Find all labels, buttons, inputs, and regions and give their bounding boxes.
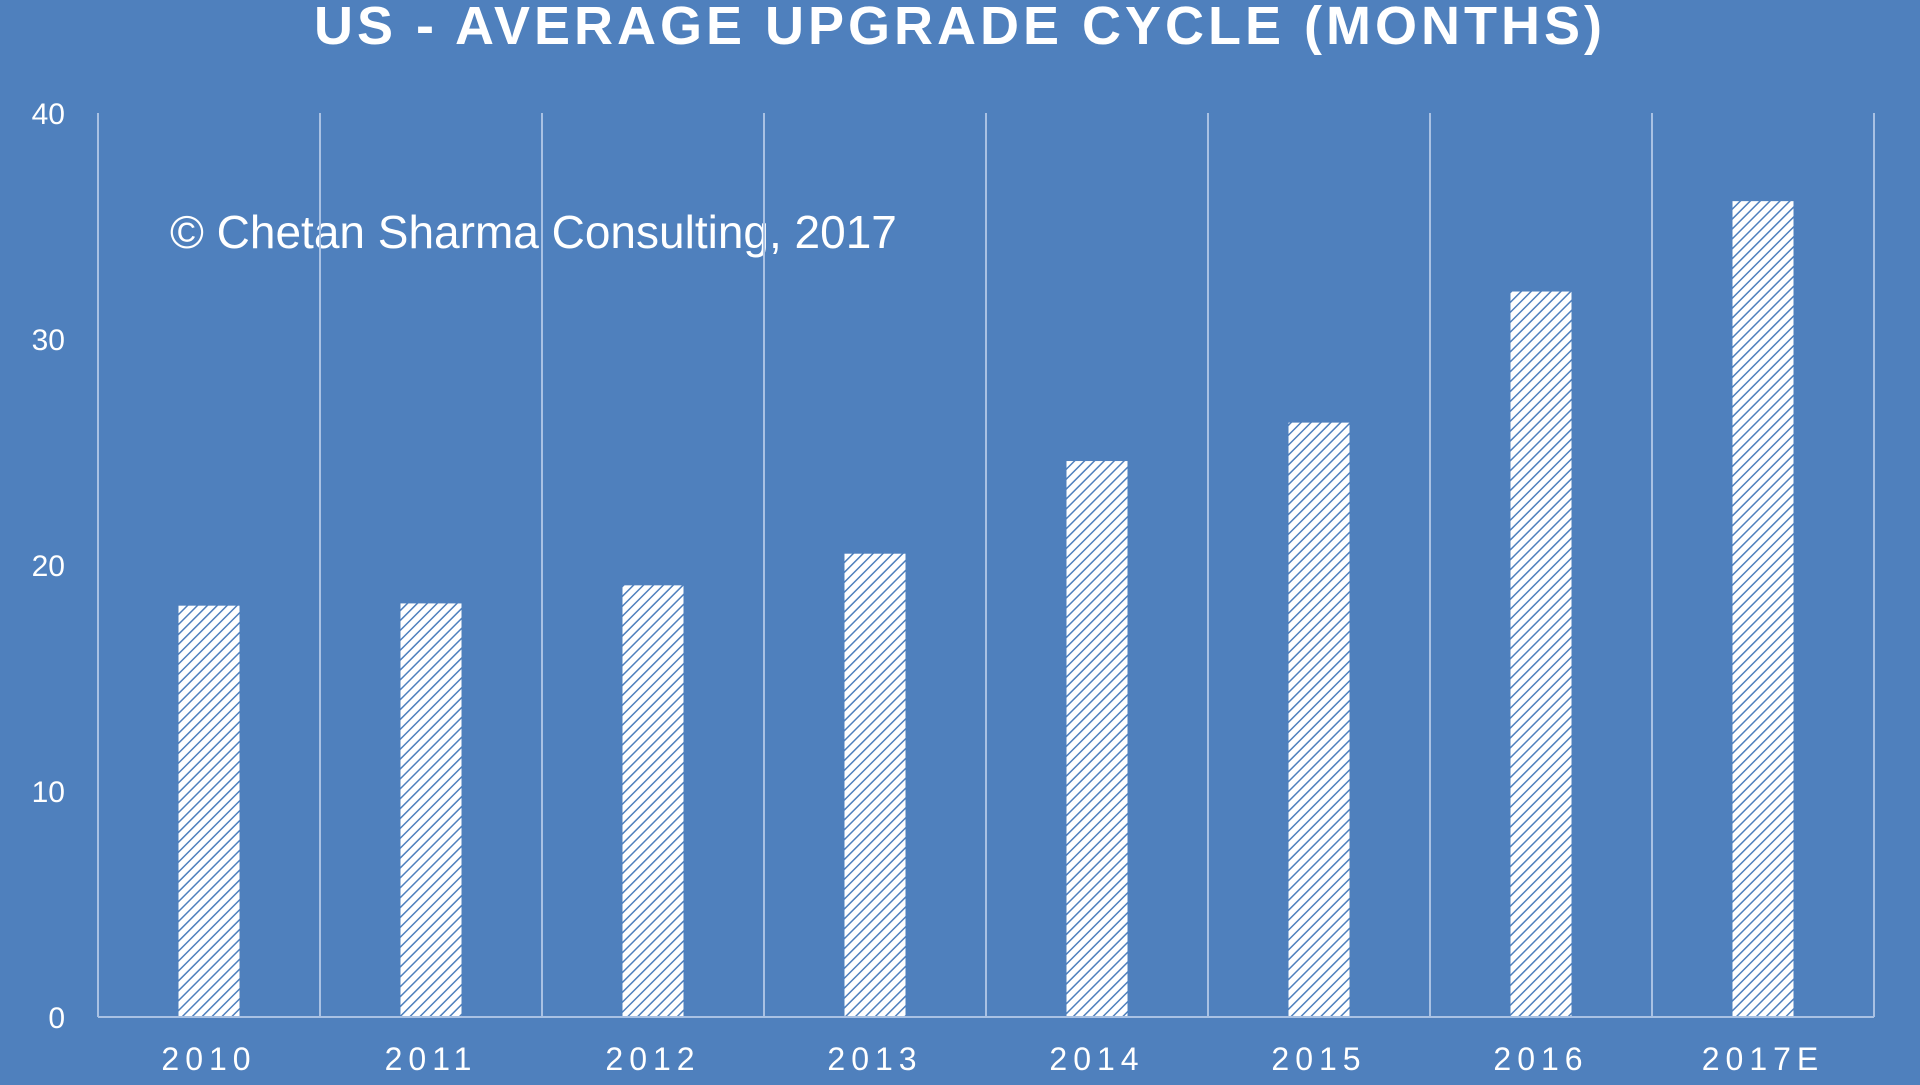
bar-2017E xyxy=(1732,201,1794,1017)
bar-2011 xyxy=(400,603,462,1017)
y-tick-label: 10 xyxy=(32,776,65,809)
x-tick-label: 2012 xyxy=(605,1041,700,1077)
y-tick-label: 30 xyxy=(32,324,65,357)
bar-2015 xyxy=(1288,422,1350,1017)
x-tick-label: 2010 xyxy=(161,1041,256,1077)
y-tick-label: 20 xyxy=(32,550,65,583)
bar-2013 xyxy=(844,553,906,1017)
x-tick-label: 2016 xyxy=(1493,1041,1588,1077)
bar-layer xyxy=(178,201,1794,1017)
y-tick-label: 0 xyxy=(48,1002,65,1035)
chart-title: US - AVERAGE UPGRADE CYCLE (MONTHS) xyxy=(314,0,1606,56)
copyright-annotation: © Chetan Sharma Consulting, 2017 xyxy=(170,206,897,258)
grid-layer xyxy=(97,113,1875,1017)
x-tick-label: 2011 xyxy=(385,1041,478,1077)
axis-layer: 0 10 20 30 40 2010 2011 2012 2013 2014 2015 2016 201… xyxy=(32,98,1874,1077)
bar-2012 xyxy=(622,585,684,1017)
x-tick-label: 2015 xyxy=(1271,1041,1366,1077)
x-tick-label: 2013 xyxy=(827,1041,922,1077)
y-tick-label: 40 xyxy=(32,98,65,131)
bar-2014 xyxy=(1066,461,1128,1017)
x-tick-label: 2014 xyxy=(1049,1041,1144,1077)
bar-2016 xyxy=(1510,291,1572,1017)
x-tick-label: 2017E xyxy=(1702,1041,1825,1077)
bar-2010 xyxy=(178,605,240,1017)
